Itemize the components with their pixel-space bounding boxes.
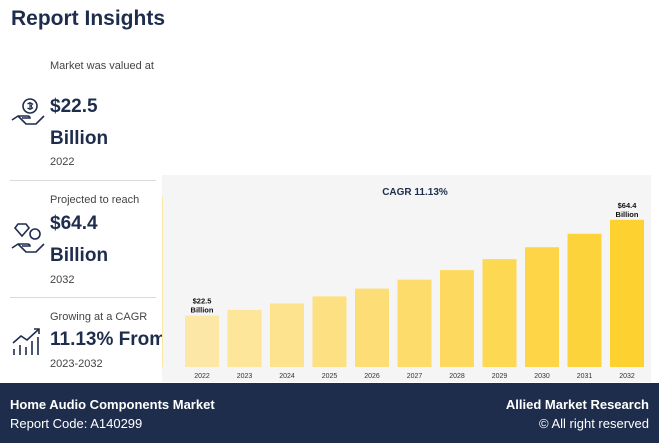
bar-2032 <box>610 219 644 367</box>
bar-2024 <box>270 303 304 367</box>
stat-cagr: Growing at a CAGR 11.13% From 2023-2032 <box>10 309 166 379</box>
footer-market-name: Home Audio Components Market <box>10 397 215 412</box>
data-label-2032: $64.4 Billion <box>616 201 639 219</box>
stat-year: 2022 <box>50 156 75 168</box>
bar-2027 <box>397 279 432 367</box>
x-tick-label: 2028 <box>449 373 465 380</box>
page-title: Report Insights <box>11 7 166 30</box>
x-tick-label: 2029 <box>492 373 508 380</box>
stat-year: 2032 <box>50 274 75 286</box>
chart-title: CAGR 11.13% <box>382 187 448 198</box>
stat-value: $64.4 <box>50 213 98 234</box>
stat-market-value: Market was valued at $22.5 Billion 2022 <box>10 58 155 178</box>
market-bar-chart: CAGR 11.13% 2022 2023 2024 2025 2026 2027 2028 2… <box>162 187 644 380</box>
footer-rights: © All right reserved <box>538 416 649 431</box>
x-tick-label: 2026 <box>364 373 380 380</box>
stat-label: Growing at a CAGR <box>50 311 148 323</box>
footer-brand: Allied Market Research <box>505 397 649 412</box>
x-tick-label: 2024 <box>279 373 295 380</box>
stat-year: 2023-2032 <box>50 358 103 370</box>
money-hand-icon <box>10 94 46 130</box>
bar-2028 <box>440 270 474 367</box>
stat-projected-value: Projected to reach $64.4 Billion 2032 <box>10 192 155 292</box>
stat-unit: Billion <box>50 128 109 149</box>
x-tick-label: 2025 <box>322 373 338 380</box>
bar-2029 <box>482 259 517 367</box>
bar-2022 <box>185 315 219 367</box>
x-tick-label: 2023 <box>237 373 253 380</box>
x-tick-label: 2022 <box>194 373 210 380</box>
growth-chart-icon <box>10 323 46 359</box>
footer: Home Audio Components Market Report Code… <box>0 383 659 443</box>
stat-value: $22.5 <box>50 96 98 117</box>
x-tick-label: 2031 <box>577 373 593 380</box>
bar-2023 <box>227 309 262 367</box>
footer-report-code: Report Code: A140299 <box>10 416 143 431</box>
data-label-2022: $22.5 Billion <box>191 297 214 315</box>
stat-label: Projected to reach <box>50 194 140 206</box>
x-tick-label: 2027 <box>407 373 423 380</box>
divider <box>10 297 156 298</box>
divider <box>10 180 156 181</box>
stat-label: Market was valued at <box>50 60 154 72</box>
diamond-hand-icon <box>10 220 46 256</box>
stat-value: 11.13% From <box>50 329 167 350</box>
x-tick-label: 2032 <box>619 373 635 380</box>
bar-2025 <box>312 296 347 367</box>
x-tick-label: 2030 <box>534 373 550 380</box>
bar-2031 <box>567 233 602 367</box>
bar-2026 <box>355 288 389 367</box>
stat-unit: Billion <box>50 245 109 266</box>
bar-2030 <box>525 247 559 367</box>
